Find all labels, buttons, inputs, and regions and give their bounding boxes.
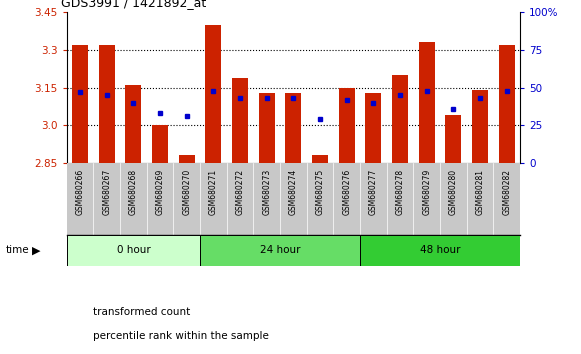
Text: GSM680267: GSM680267 — [102, 169, 112, 215]
Bar — [200, 235, 360, 266]
Bar — [339, 88, 355, 163]
Bar — [392, 75, 408, 163]
Text: GSM680275: GSM680275 — [315, 169, 325, 215]
Bar — [419, 42, 435, 163]
Text: GSM680269: GSM680269 — [156, 169, 164, 215]
Text: GSM680273: GSM680273 — [262, 169, 271, 215]
Text: 0 hour: 0 hour — [117, 245, 150, 256]
Bar — [67, 235, 200, 266]
Bar — [472, 90, 488, 163]
Text: GDS3991 / 1421892_at: GDS3991 / 1421892_at — [61, 0, 206, 9]
Text: ▶: ▶ — [32, 245, 41, 256]
Bar — [125, 85, 141, 163]
Text: GSM680281: GSM680281 — [475, 169, 485, 215]
Bar — [152, 125, 168, 163]
Text: GSM680280: GSM680280 — [449, 169, 458, 215]
Bar — [312, 155, 328, 163]
Bar — [99, 45, 115, 163]
Text: GSM680278: GSM680278 — [396, 169, 404, 215]
Text: percentile rank within the sample: percentile rank within the sample — [93, 331, 269, 341]
Bar — [365, 93, 381, 163]
Bar — [360, 235, 520, 266]
Bar — [446, 115, 461, 163]
Text: GSM680271: GSM680271 — [209, 169, 218, 215]
Text: time: time — [6, 245, 30, 256]
Text: GSM680274: GSM680274 — [289, 169, 298, 215]
Text: 24 hour: 24 hour — [260, 245, 300, 256]
Text: GSM680277: GSM680277 — [369, 169, 378, 215]
Text: GSM680272: GSM680272 — [235, 169, 245, 215]
Bar — [206, 25, 221, 163]
Bar — [285, 93, 302, 163]
Bar — [179, 155, 195, 163]
Text: GSM680279: GSM680279 — [422, 169, 431, 215]
Bar — [498, 45, 515, 163]
Text: transformed count: transformed count — [93, 307, 190, 316]
Text: GSM680270: GSM680270 — [182, 169, 191, 215]
Text: GSM680266: GSM680266 — [76, 169, 85, 215]
Text: GSM680276: GSM680276 — [342, 169, 352, 215]
Text: GSM680282: GSM680282 — [502, 169, 511, 215]
Text: 48 hour: 48 hour — [419, 245, 460, 256]
Bar — [72, 45, 88, 163]
Bar — [259, 93, 275, 163]
Text: GSM680268: GSM680268 — [129, 169, 138, 215]
Bar — [232, 78, 248, 163]
